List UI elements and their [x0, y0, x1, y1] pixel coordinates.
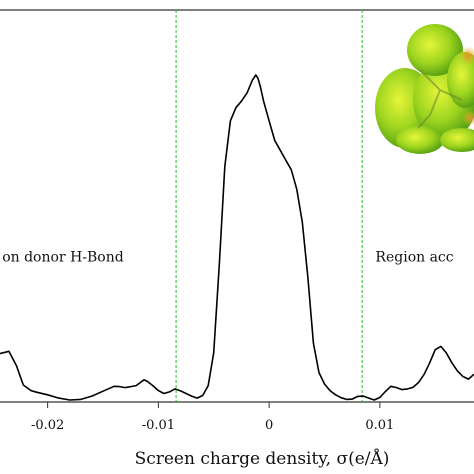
x-axis-label: Screen charge density, σ(e/Å)	[135, 448, 390, 469]
x-tick-label-2: -0.01	[142, 418, 175, 433]
molecule-surface-image	[375, 24, 474, 154]
region-annotations: on donor H-Bond Region acc	[2, 249, 454, 265]
region-label-2: Region acc	[375, 249, 453, 265]
x-tick-label-4: 0.01	[365, 418, 394, 433]
threshold-lines	[175, 10, 363, 402]
x-tick-label-3: 0	[265, 418, 273, 433]
sigma-profile-line	[0, 74, 474, 401]
region-label-1: on donor H-Bond	[2, 249, 124, 265]
x-axis-ticks: -0.02 -0.01 0 0.01	[31, 402, 394, 433]
x-tick-label-1: -0.02	[31, 418, 64, 433]
